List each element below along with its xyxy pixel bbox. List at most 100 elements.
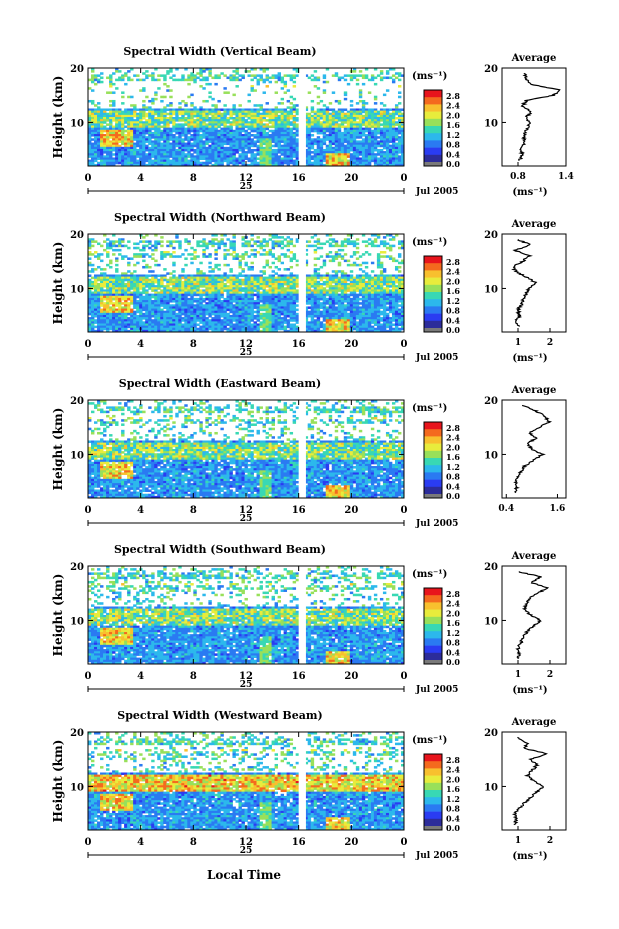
heatmap-cell (223, 112, 227, 116)
heatmap-cell (229, 270, 233, 273)
heatmap-cell (91, 291, 95, 295)
colorbar-segment (424, 118, 442, 127)
heatmap-cell (133, 148, 137, 152)
heatmap-cell (400, 108, 404, 112)
heatmap-cell (280, 127, 285, 131)
heatmap-cell (106, 297, 110, 301)
heatmap-cell (142, 308, 146, 312)
heatmap-cell (133, 295, 137, 299)
heatmap-cell (217, 157, 221, 161)
heatmap-cell (394, 144, 399, 148)
heatmap-cell (241, 306, 245, 309)
heatmap-cell (127, 161, 131, 165)
heatmap-cell (190, 312, 194, 316)
heatmap-cell (388, 140, 393, 143)
heatmap-cell (145, 278, 149, 282)
heatmap-cell (112, 325, 116, 329)
heatmap-cell (265, 283, 269, 286)
heatmap-cell (199, 153, 203, 156)
heatmap-cell (229, 131, 233, 135)
heatmap-cell (166, 146, 170, 150)
heatmap-cell (232, 280, 236, 284)
heatmap-cell (340, 117, 345, 120)
heatmap-cell (94, 159, 98, 163)
heatmap-cell (175, 278, 179, 282)
heatmap-cell (388, 76, 393, 80)
heatmap-cell (247, 314, 251, 318)
heatmap-cell (334, 148, 339, 152)
heatmap-cell (289, 102, 294, 105)
heatmap-cell (148, 110, 152, 114)
heatmap-cell (94, 325, 98, 329)
heatmap-cell (211, 151, 215, 154)
heatmap-cell (316, 131, 321, 135)
heatmap-cell (187, 302, 191, 305)
heatmap-cell (262, 108, 266, 112)
heatmap-cell (196, 317, 200, 320)
heatmap-cell (199, 144, 203, 148)
heatmap-cell (109, 151, 113, 154)
heatmap-cell (103, 144, 107, 148)
heatmap-cell (142, 125, 146, 129)
heatmap-cell (193, 310, 197, 314)
heatmap-cell (94, 117, 98, 120)
heatmap-cell (259, 148, 263, 152)
heatmap-cell (274, 125, 278, 129)
heatmap-cell (166, 89, 170, 92)
heatmap-cell (271, 131, 275, 135)
heatmap-cell (166, 127, 170, 131)
heatmap-cell (142, 146, 146, 150)
heatmap-cell (133, 153, 137, 156)
heatmap-cell (232, 276, 236, 280)
heatmap-cell (328, 155, 333, 158)
heatmap-cell (166, 329, 170, 332)
heatmap-cell (214, 117, 218, 120)
heatmap-cell (175, 306, 179, 309)
heatmap-cell (205, 246, 209, 250)
heatmap-cell (109, 131, 113, 135)
heatmap-cell (241, 295, 245, 299)
heatmap-cell (175, 142, 179, 146)
heatmap-cell (133, 144, 137, 148)
heatmap-cell (142, 106, 146, 109)
heatmap-cell (187, 291, 191, 295)
heatmap-cell (289, 129, 294, 133)
heatmap-cell (139, 291, 143, 295)
heatmap-cell (292, 131, 297, 135)
heatmap-cell (148, 114, 152, 118)
heatmap-cell (223, 121, 227, 124)
heatmap-cell (133, 253, 137, 256)
panel-1: Spectral Width (Vertical Beam)2010Height… (51, 45, 574, 198)
heatmap-cell (175, 291, 179, 295)
heatmap-cell (121, 278, 125, 282)
heatmap-cell (214, 110, 218, 114)
heatmap-cell (394, 117, 399, 120)
heatmap-cell (97, 287, 101, 290)
heatmap-cell (283, 138, 288, 141)
heatmap-cell (94, 306, 98, 309)
heatmap-cell (121, 312, 125, 316)
heatmap-cell (238, 323, 242, 327)
heatmap-cell (133, 246, 137, 250)
heatmap-cell (313, 148, 318, 152)
heatmap-cell (196, 127, 200, 131)
heatmap-cell (334, 131, 339, 135)
heatmap-cell (136, 295, 140, 299)
heatmap-cell (109, 136, 113, 139)
heatmap-cell (268, 314, 272, 318)
heatmap-cell (247, 289, 251, 292)
heatmap-cell (370, 140, 375, 143)
heatmap-cell (214, 276, 218, 280)
heatmap-cell (142, 155, 146, 158)
heatmap-cell (346, 142, 351, 146)
heatmap-cell (190, 104, 194, 107)
heatmap-cell (253, 142, 257, 146)
heatmap-cell (349, 140, 354, 143)
heatmap-cell (106, 314, 110, 318)
heatmap-cell (394, 151, 399, 154)
heatmap-cell (214, 104, 218, 107)
heatmap-cell (223, 289, 227, 292)
heatmap-cell (229, 76, 233, 80)
heatmap-cell (136, 153, 140, 156)
heatmap-cell (256, 287, 260, 290)
